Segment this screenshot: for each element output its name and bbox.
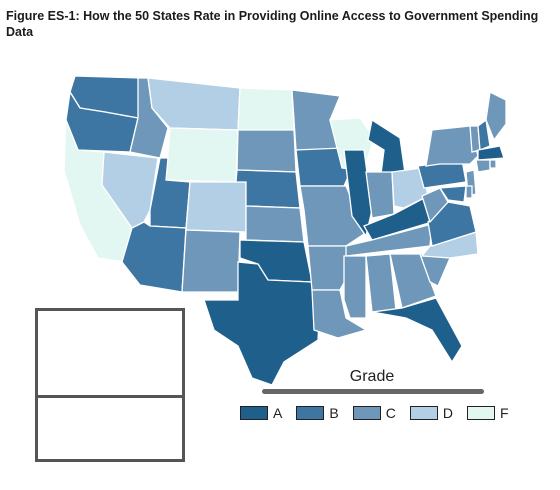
legend-label-f: F — [499, 405, 509, 421]
legend-item-f: F — [466, 405, 509, 421]
state-fl — [371, 297, 463, 364]
state-sd — [236, 129, 297, 173]
state-ct — [475, 159, 491, 173]
legend-item-a: A — [240, 405, 282, 421]
legend-swatch-c — [352, 406, 381, 420]
legend-title: Grade — [349, 368, 395, 385]
legend-item-c: C — [352, 405, 396, 421]
state-ms — [343, 255, 367, 319]
state-la — [311, 289, 368, 339]
state-il — [343, 149, 373, 238]
state-nd — [237, 87, 295, 131]
legend-label-b: B — [329, 405, 339, 421]
state-nh — [477, 118, 491, 151]
state-md — [438, 185, 467, 203]
state-az — [121, 221, 187, 293]
legend-swatch-b — [296, 406, 325, 420]
state-ne — [235, 169, 301, 209]
legend-swatch-f — [466, 406, 495, 420]
legend-swatch-a — [240, 406, 268, 420]
legend-rule — [262, 389, 484, 394]
state-de — [465, 185, 473, 199]
figure-title: Figure ES-1: How the 50 States Rate in P… — [6, 9, 539, 39]
legend-label-d: D — [442, 405, 453, 421]
state-ri — [489, 159, 497, 169]
state-ks — [245, 205, 305, 243]
state-nm — [181, 229, 241, 293]
state-wy — [165, 127, 239, 183]
legend-item-b: B — [296, 405, 339, 421]
state-me — [485, 91, 507, 142]
state-co — [185, 181, 247, 233]
state-tx — [203, 261, 321, 386]
legend-label-a: A — [273, 405, 283, 421]
alaska-inset — [35, 308, 185, 398]
legend-swatch-d — [409, 406, 438, 420]
hawaii-inset — [35, 398, 185, 462]
legend-item-d: D — [409, 405, 453, 421]
state-wv — [421, 187, 449, 224]
state-mo — [299, 185, 365, 247]
legend-label-c: C — [385, 405, 396, 421]
state-ma — [477, 145, 505, 161]
